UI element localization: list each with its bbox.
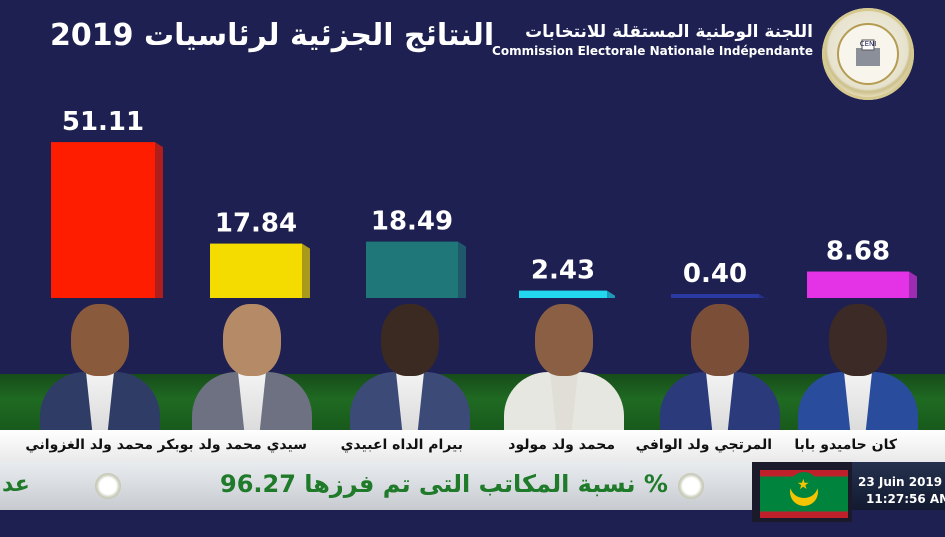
logo-text: CENI (860, 40, 877, 48)
candidate-name-6: كان حاميدو بابا (794, 437, 897, 453)
bar-value-label-3: 18.49 (371, 207, 453, 237)
bar-value-label-6: 8.68 (826, 237, 890, 267)
broadcast-date: 23 Juin 2019 (858, 475, 943, 489)
ceni-emblem-icon (95, 473, 121, 499)
bar-value-label-1: 51.11 (62, 107, 144, 137)
bar-group-4: 2.43 (519, 256, 615, 298)
candidate-photo-3 (346, 302, 474, 430)
bar-side-1 (155, 142, 163, 298)
bar-value-label-2: 17.84 (215, 209, 297, 239)
bar-group-6: 8.68 (807, 237, 917, 298)
bar-4 (519, 290, 607, 298)
bar-value-label-5: 0.40 (683, 259, 747, 289)
ceni-logo: CENI (822, 8, 914, 100)
commission-name-french: Commission Electorale Nationale Indépend… (492, 44, 813, 58)
bar-value-label-4: 2.43 (531, 256, 595, 286)
bar-2 (210, 243, 302, 298)
bar-side-4 (607, 290, 615, 298)
bar-1 (51, 142, 155, 298)
counted-offices-percentage: نسبة المكاتب التى تم فرزها 96.27 % (220, 470, 668, 498)
candidate-name-3: بيرام الداه اعبيدي (340, 437, 463, 453)
chart-title: النتائج الجزئية لرئاسيات 2019 (50, 18, 495, 53)
bar-group-2: 17.84 (210, 209, 310, 298)
broadcast-time: 11:27:56 AM (866, 492, 945, 506)
ceni-emblem-icon (678, 473, 704, 499)
commission-label: اللجنة الوطنية المستقلة للانتخابات Commi… (492, 22, 813, 58)
commission-name-arabic: اللجنة الوطنية المستقلة للانتخابات (525, 22, 813, 42)
results-bar-chart: 51.11 17.84 18.49 2.43 0.40 8.68 (51, 107, 917, 299)
bar-group-3: 18.49 (366, 207, 466, 298)
candidate-photo-4 (500, 302, 628, 430)
ticker-fragment: عد (2, 472, 30, 497)
candidate-photo-5 (656, 302, 784, 430)
candidate-names-bar (0, 430, 945, 462)
news-ticker (0, 462, 760, 510)
bar-side-2 (302, 243, 310, 298)
bar-side-5 (759, 294, 767, 299)
datetime-panel (852, 462, 945, 510)
candidate-photo-2 (188, 302, 316, 430)
bar-side-3 (458, 241, 466, 298)
bar-5 (671, 294, 759, 298)
bar-3 (366, 241, 458, 298)
candidate-name-2: سيدي محمد ولد بوبكر (157, 437, 307, 453)
candidate-photo-1 (36, 302, 164, 430)
bar-group-1: 51.11 (51, 107, 163, 298)
bar-side-6 (909, 271, 917, 298)
candidate-name-4: محمد ولد مولود (508, 437, 615, 453)
bar-6 (807, 271, 909, 298)
bar-group-5: 0.40 (671, 259, 767, 299)
candidate-name-1: محمد ولد الغزواني (25, 437, 153, 453)
candidate-name-5: المرتجي ولد الوافي (635, 437, 772, 453)
candidate-photo-6 (794, 302, 922, 430)
mauritania-flag-icon: ★ (760, 470, 848, 518)
